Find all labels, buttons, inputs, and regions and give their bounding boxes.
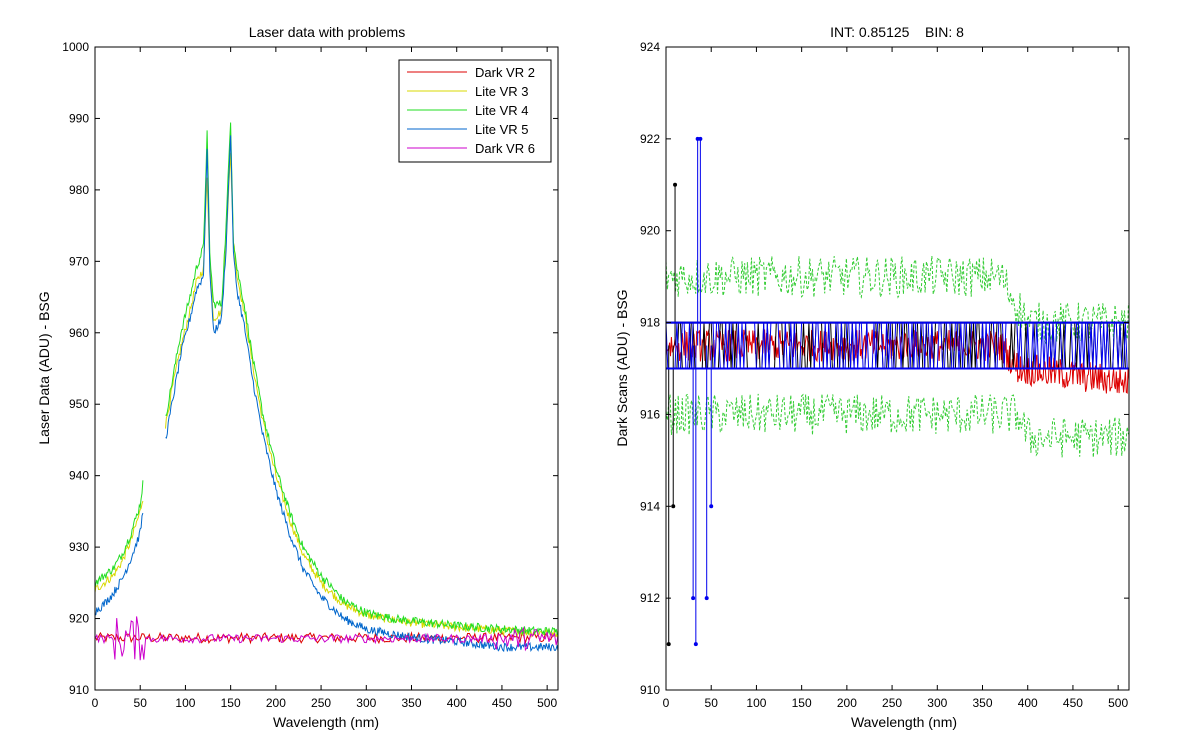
legend-label-lite-vr-3: Lite VR 3 <box>475 84 528 99</box>
dark-x-tick-label: 0 <box>663 696 670 710</box>
dark-y-tick-label: 918 <box>640 316 660 330</box>
laser-y-tick-label: 910 <box>69 683 89 697</box>
laser-chart-title: Laser data with problems <box>249 24 405 40</box>
laser-x-axis-label: Wavelength (nm) <box>273 714 379 730</box>
dark-y-tick-label: 910 <box>640 683 660 697</box>
legend-box <box>398 59 552 163</box>
laser-data-chart: Laser data with problems 0 50 100 150 200 250… <box>36 24 559 730</box>
laser-y-tick-label: 980 <box>69 183 89 197</box>
laser-x-ticks: 0 50 100 150 200 250 300 350 400 450 500 <box>92 47 557 710</box>
laser-series-lite-vr-3 <box>94 500 144 593</box>
laser-series-dark-vr-6 <box>94 616 559 661</box>
dark-spike-point <box>691 596 696 601</box>
laser-x-tick-label: 350 <box>401 696 421 710</box>
laser-y-tick-label: 960 <box>69 326 89 340</box>
dark-series-group <box>665 136 1130 647</box>
laser-plot-frame <box>94 46 559 691</box>
laser-y-tick-label: 920 <box>69 612 89 626</box>
laser-x-tick-label: 250 <box>311 696 331 710</box>
laser-series-group <box>94 122 559 661</box>
legend-label-dark-vr-2: Dark VR 2 <box>475 65 535 80</box>
dark-spike-point <box>671 504 676 509</box>
dark-scans-chart: INT: 0.85125 BIN: 8 0 50 100 150 200 250 300 35… <box>614 24 1130 730</box>
dark-y-ticks: 910 912 914 916 918 920 922 924 <box>640 40 1129 697</box>
laser-y-tick-label: 950 <box>69 397 89 411</box>
dark-x-axis-label: Wavelength (nm) <box>851 714 957 730</box>
dark-chart-title: INT: 0.85125 BIN: 8 <box>830 24 964 40</box>
dark-y-tick-label: 920 <box>640 224 660 238</box>
dark-x-tick-label: 300 <box>927 696 947 710</box>
laser-x-tick-label: 300 <box>356 696 376 710</box>
laser-x-tick-label: 500 <box>537 696 557 710</box>
dark-x-tick-label: 150 <box>792 696 812 710</box>
dark-plot-frame <box>665 46 1130 691</box>
laser-y-tick-label: 940 <box>69 469 89 483</box>
dark-spike-point <box>673 182 678 187</box>
laser-x-tick-label: 150 <box>221 696 241 710</box>
laser-x-tick-label: 400 <box>447 696 467 710</box>
laser-series-lite-vr-4 <box>94 480 144 588</box>
dark-spike-point <box>698 136 703 141</box>
legend-label-lite-vr-5: Lite VR 5 <box>475 122 528 137</box>
dark-y-axis-label: Dark Scans (ADU) - BSG <box>614 289 630 446</box>
dark-x-tick-label: 250 <box>882 696 902 710</box>
laser-y-tick-label: 930 <box>69 540 89 554</box>
legend-label-dark-vr-6: Dark VR 6 <box>475 141 535 156</box>
dark-x-ticks: 0 50 100 150 200 250 300 350 400 450 500 <box>663 47 1128 710</box>
laser-series-lite-vr-5 <box>94 512 144 616</box>
dark-y-tick-label: 924 <box>640 40 660 54</box>
dark-y-tick-label: 914 <box>640 499 660 513</box>
dark-y-tick-label: 912 <box>640 591 660 605</box>
laser-x-tick-label: 200 <box>266 696 286 710</box>
laser-y-ticks: 910 920 930 940 950 960 970 980 990 1000 <box>62 40 558 697</box>
legend-label-lite-vr-4: Lite VR 4 <box>475 103 528 118</box>
dark-y-tick-label: 922 <box>640 132 660 146</box>
laser-series-lite-vr-5 <box>165 135 559 653</box>
dark-spike-point <box>693 642 698 647</box>
laser-x-tick-label: 450 <box>492 696 512 710</box>
dark-spike-point <box>709 504 714 509</box>
laser-y-tick-label: 1000 <box>62 40 89 54</box>
dark-band-upper <box>665 255 1129 345</box>
dark-x-tick-label: 200 <box>837 696 857 710</box>
dark-x-tick-label: 50 <box>705 696 719 710</box>
dark-x-tick-label: 400 <box>1018 696 1038 710</box>
dark-x-tick-label: 500 <box>1108 696 1128 710</box>
laser-y-tick-label: 970 <box>69 254 89 268</box>
laser-x-tick-label: 50 <box>134 696 148 710</box>
dark-x-tick-label: 450 <box>1063 696 1083 710</box>
dark-spike-point <box>704 596 709 601</box>
dark-spike-point <box>666 642 671 647</box>
dark-x-tick-label: 100 <box>746 696 766 710</box>
dark-x-tick-label: 350 <box>972 696 992 710</box>
laser-y-tick-label: 990 <box>69 111 89 125</box>
laser-y-axis-label: Laser Data (ADU) - BSG <box>36 291 52 444</box>
dark-band-lower <box>665 393 1129 458</box>
laser-x-tick-label: 100 <box>175 696 195 710</box>
legend: Dark VR 2 Lite VR 3 Lite VR 4 Lite VR 5 … <box>398 59 552 163</box>
laser-x-tick-label: 0 <box>92 696 99 710</box>
dark-y-tick-label: 916 <box>640 407 660 421</box>
